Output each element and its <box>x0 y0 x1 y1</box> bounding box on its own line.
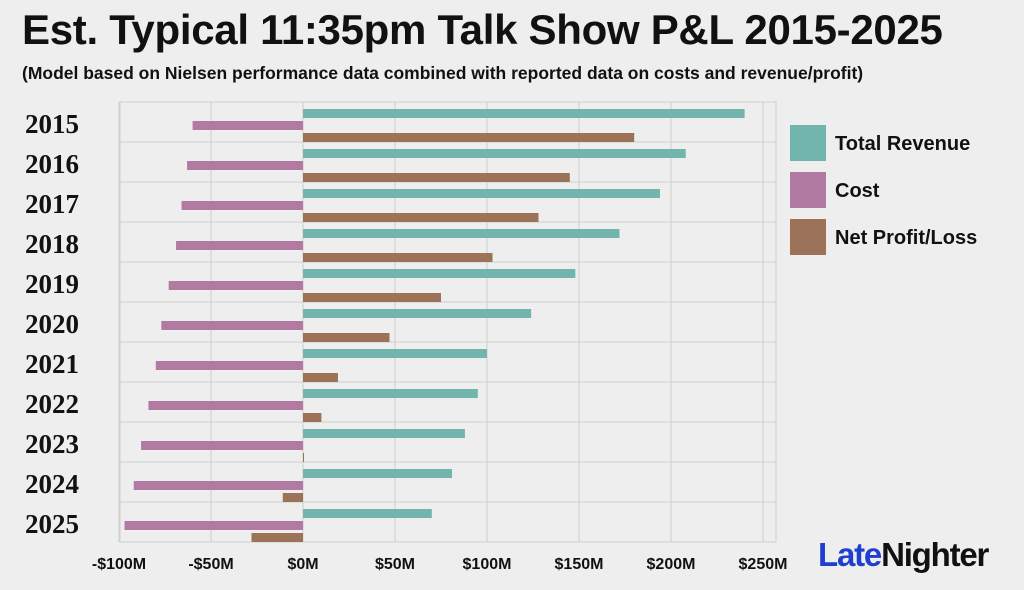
bar-cost-2023 <box>141 441 303 450</box>
legend-label: Net Profit/Loss <box>835 227 977 249</box>
bar-cost-2021 <box>155 361 303 370</box>
y-tick-label: 2021 <box>25 349 79 379</box>
bar-total-revenue-2024 <box>303 469 453 478</box>
legend-swatch <box>790 219 826 255</box>
bar-cost-2017 <box>181 201 303 210</box>
bar-net-profit-loss-2019 <box>303 293 441 302</box>
bar-cost-2020 <box>161 321 303 330</box>
bar-net-profit-loss-2022 <box>303 413 322 422</box>
latenighter-logo: LateNighter <box>818 536 989 574</box>
legend: Total Revenue Cost Net Profit/Loss <box>790 125 977 255</box>
x-tick-label: -$50M <box>188 556 233 573</box>
bar-cost-2022 <box>148 401 303 410</box>
bar-total-revenue-2020 <box>303 309 532 318</box>
chart-title: Est. Typical 11:35pm Talk Show P&L 2015-… <box>22 6 943 53</box>
y-tick-label: 2015 <box>25 109 79 139</box>
legend-label: Total Revenue <box>835 133 970 155</box>
bar-net-profit-loss-2015 <box>303 133 635 142</box>
y-tick-label: 2024 <box>25 469 79 499</box>
legend-swatch <box>790 172 826 208</box>
y-tick-label: 2020 <box>25 309 79 339</box>
bar-total-revenue-2017 <box>303 189 660 198</box>
bar-net-profit-loss-2025 <box>251 533 303 542</box>
x-tick-label: $250M <box>739 556 788 573</box>
bar-total-revenue-2015 <box>303 109 745 118</box>
bar-total-revenue-2021 <box>303 349 487 358</box>
bar-cost-2019 <box>168 281 303 290</box>
x-tick-label: $50M <box>375 556 415 573</box>
y-tick-label: 2018 <box>25 229 79 259</box>
bar-net-profit-loss-2016 <box>303 173 570 182</box>
bar-cost-2018 <box>176 241 303 250</box>
bar-net-profit-loss-2021 <box>303 373 338 382</box>
x-tick-label: $100M <box>463 556 512 573</box>
x-tick-label: $200M <box>647 556 696 573</box>
bar-net-profit-loss-2024 <box>282 493 303 502</box>
bar-net-profit-loss-2017 <box>303 213 539 222</box>
bar-total-revenue-2025 <box>303 509 432 518</box>
y-tick-label: 2022 <box>25 389 79 419</box>
bar-total-revenue-2022 <box>303 389 478 398</box>
bar-total-revenue-2023 <box>303 429 465 438</box>
bar-net-profit-loss-2018 <box>303 253 493 262</box>
bar-total-revenue-2016 <box>303 149 686 158</box>
legend-label: Cost <box>835 180 880 202</box>
x-tick-label: $150M <box>555 556 604 573</box>
bar-cost-2016 <box>187 161 303 170</box>
bar-net-profit-loss-2020 <box>303 333 390 342</box>
axis-labels: -$100M -$50M $0M $50M $100M $150M $200M $250M 20… <box>25 109 787 573</box>
logo-text-nighter: Nighter <box>881 536 989 573</box>
logo-text-late: Late <box>818 536 882 573</box>
bar-cost-2024 <box>133 481 303 490</box>
y-tick-label: 2016 <box>25 149 79 179</box>
bar-total-revenue-2019 <box>303 269 576 278</box>
y-tick-label: 2019 <box>25 269 79 299</box>
bar-total-revenue-2018 <box>303 229 620 238</box>
bar-net-profit-loss-2023 <box>303 453 304 462</box>
x-tick-label: $0M <box>287 556 318 573</box>
bars <box>124 109 745 542</box>
x-tick-label: -$100M <box>92 556 146 573</box>
y-tick-label: 2017 <box>25 189 79 219</box>
bar-cost-2015 <box>192 121 303 130</box>
chart-subtitle: (Model based on Nielsen performance data… <box>22 63 864 83</box>
bar-cost-2025 <box>124 521 304 530</box>
y-tick-label: 2025 <box>25 509 79 539</box>
legend-swatch <box>790 125 826 161</box>
y-tick-label: 2023 <box>25 429 79 459</box>
